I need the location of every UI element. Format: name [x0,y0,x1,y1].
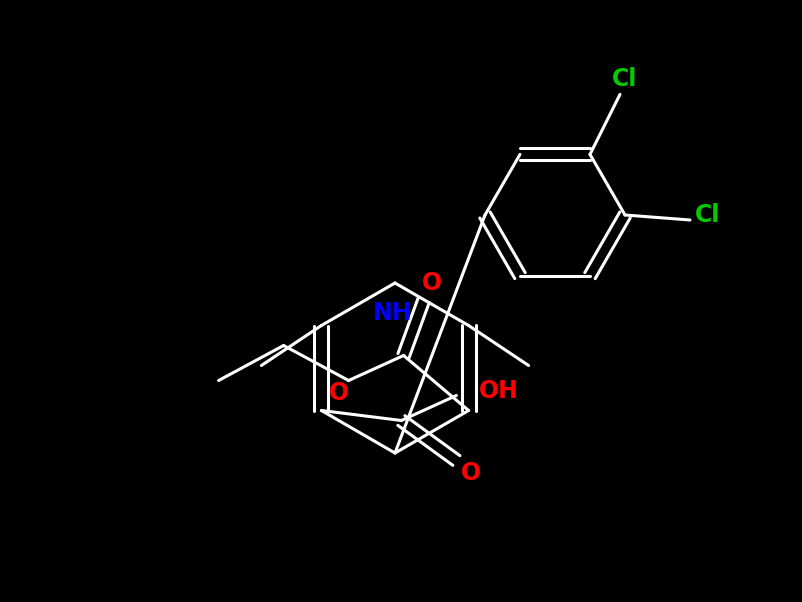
Text: OH: OH [478,379,518,403]
Text: O: O [329,380,349,405]
Text: Cl: Cl [612,67,638,92]
Text: O: O [422,270,442,294]
Text: NH: NH [373,301,413,325]
Text: Cl: Cl [695,203,721,227]
Text: O: O [461,461,481,485]
